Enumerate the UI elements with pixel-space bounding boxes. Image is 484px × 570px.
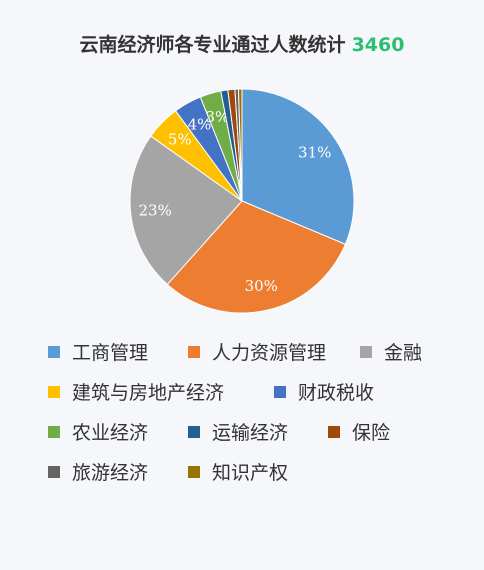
pie-slice-1 <box>241 88 355 245</box>
legend-label: 知识产权 <box>212 462 289 484</box>
legend-label: 金融 <box>384 342 423 364</box>
slice-label-3: 23% <box>139 202 172 220</box>
legend-swatch <box>274 385 286 398</box>
legend-swatch <box>48 385 60 398</box>
legend-label: 人力资源管理 <box>212 342 327 364</box>
legend-label: 旅游经济 <box>72 462 149 484</box>
legend-item-4[interactable]: 建筑与房地产经济 <box>48 378 224 405</box>
slice-label-6: 3% <box>205 108 229 126</box>
pie-slice-2 <box>166 200 346 314</box>
legend-label: 运输经济 <box>212 422 289 444</box>
legend-swatch <box>328 425 340 438</box>
pie-slice-3 <box>129 135 243 286</box>
legend-item-3[interactable]: 金融 <box>360 338 422 365</box>
legend-item-1[interactable]: 工商管理 <box>48 338 148 365</box>
legend-swatch <box>188 345 200 358</box>
pie-chart: 31% 30% 23% 5%4%3% <box>129 88 355 314</box>
legend-label: 财政税收 <box>298 382 375 404</box>
legend-swatch <box>48 345 60 358</box>
legend-swatch <box>48 425 60 438</box>
legend-swatch <box>360 345 372 358</box>
legend-item-2[interactable]: 人力资源管理 <box>188 338 326 365</box>
legend-label: 保险 <box>352 422 391 444</box>
legend-item-10[interactable]: 知识产权 <box>188 458 288 485</box>
chart-title: 云南经济师各专业通过人数统计 3460 <box>0 30 484 57</box>
slice-label-2: 30% <box>245 277 278 295</box>
chart-title-text: 云南经济师各专业通过人数统计 <box>79 34 346 56</box>
pie-slice-10 <box>237 88 243 202</box>
legend-item-8[interactable]: 保险 <box>328 418 390 445</box>
legend-item-6[interactable]: 农业经济 <box>48 418 148 445</box>
legend-swatch <box>188 425 200 438</box>
slice-label-1: 31% <box>298 144 331 162</box>
slice-label-4: 5% <box>168 131 192 149</box>
legend-label: 工商管理 <box>72 342 149 364</box>
legend-swatch <box>48 465 60 478</box>
legend-label: 建筑与房地产经济 <box>72 382 225 404</box>
legend-item-5[interactable]: 财政税收 <box>274 378 374 405</box>
legend-swatch <box>188 465 200 478</box>
chart-total: 3460 <box>351 34 405 56</box>
legend-label: 农业经济 <box>72 422 149 444</box>
slice-label-5: 4% <box>188 116 212 134</box>
legend-item-9[interactable]: 旅游经济 <box>48 458 148 485</box>
legend-item-7[interactable]: 运输经济 <box>188 418 288 445</box>
